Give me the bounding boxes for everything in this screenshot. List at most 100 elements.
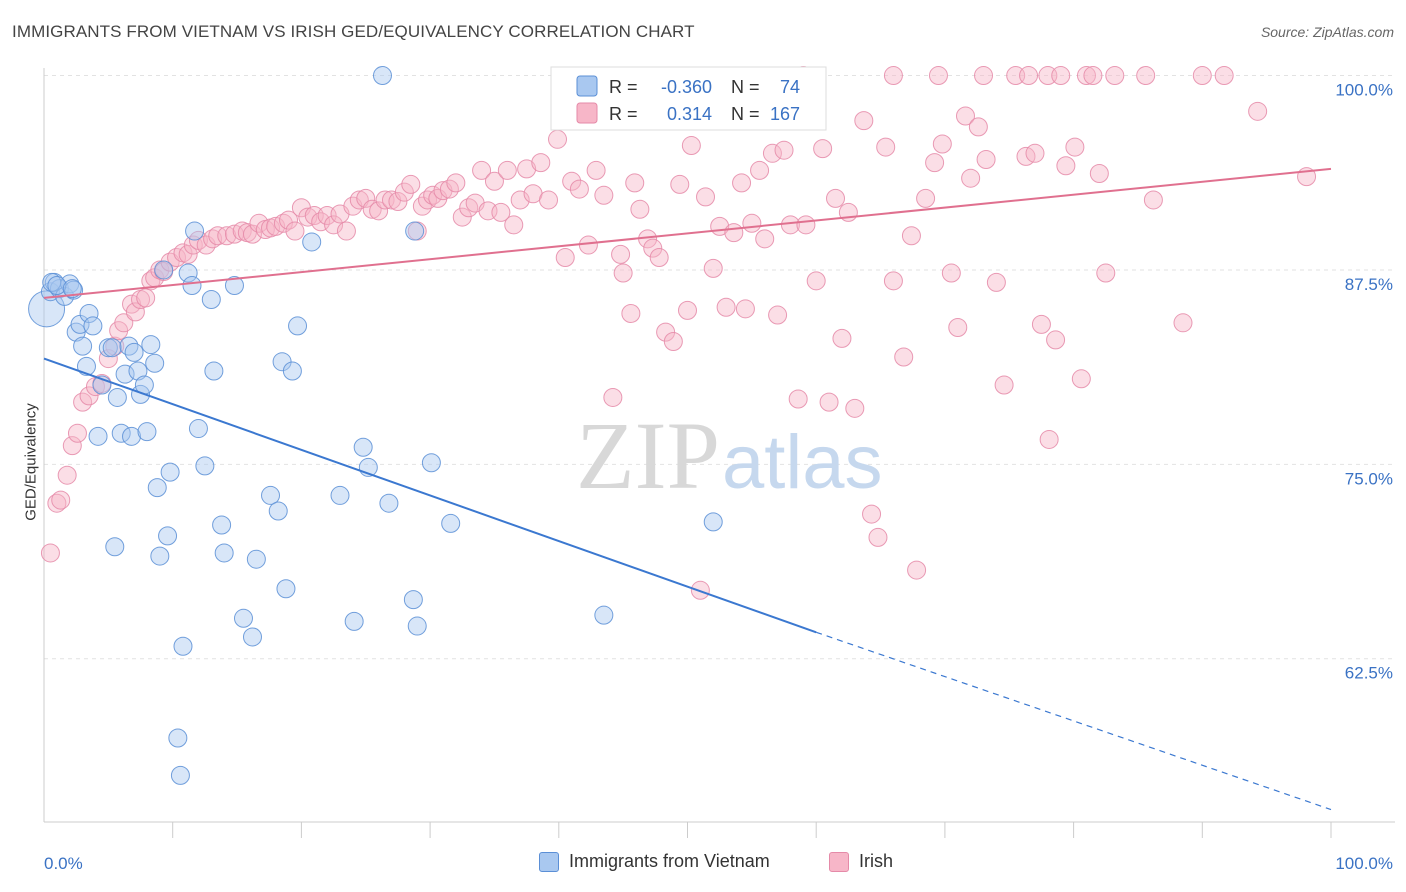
- vietnam-point: [403, 590, 423, 610]
- bottom-legend-swatch-vietnam: [539, 851, 559, 872]
- vietnam-point: [88, 426, 108, 446]
- irish-point: [279, 210, 299, 230]
- vietnam-point: [115, 364, 135, 384]
- irish-point: [876, 137, 896, 157]
- irish-point: [51, 490, 71, 510]
- vietnam-point: [141, 335, 161, 355]
- irish-point: [955, 106, 975, 126]
- irish-point: [114, 313, 134, 333]
- irish-point: [40, 543, 60, 563]
- irish-point: [79, 386, 99, 406]
- irish-point: [630, 199, 650, 219]
- irish-point: [484, 171, 504, 191]
- irish-point: [586, 160, 606, 180]
- vietnam-point: [182, 275, 202, 295]
- vietnam-point: [421, 453, 441, 473]
- vietnam-point: [28, 290, 66, 328]
- irish-point: [1025, 143, 1045, 163]
- bottom-legend-item-vietnam[interactable]: Immigrants from Vietnam: [539, 851, 770, 872]
- irish-point: [1006, 66, 1026, 86]
- legend-swatch-irish: [576, 102, 598, 124]
- irish-point: [1214, 66, 1234, 86]
- irish-point: [1031, 314, 1051, 334]
- irish-point: [649, 247, 669, 267]
- vietnam-point: [372, 66, 392, 86]
- vietnam-point: [145, 353, 165, 373]
- irish-point: [298, 207, 318, 227]
- irish-point: [976, 150, 996, 170]
- bottom-legend-item-irish[interactable]: Irish: [829, 851, 893, 872]
- vietnam-point: [405, 221, 425, 241]
- irish-point: [452, 207, 472, 227]
- irish-point: [862, 504, 882, 524]
- vietnam-point: [353, 437, 373, 457]
- vietnam-point: [147, 478, 167, 498]
- irish-point: [57, 465, 77, 485]
- legend-r-value-vietnam: -0.360: [661, 77, 712, 97]
- irish-point: [826, 188, 846, 208]
- vietnam-points: [28, 66, 723, 785]
- irish-point: [1071, 369, 1091, 389]
- y-tick-label: 87.5%: [1345, 275, 1393, 294]
- vietnam-point: [119, 336, 139, 356]
- legend-n-value-irish: 167: [770, 104, 800, 124]
- irish-point: [531, 153, 551, 173]
- irish-points: [40, 66, 1317, 600]
- irish-point: [932, 134, 952, 154]
- irish-point: [732, 173, 752, 193]
- vietnam-point: [150, 546, 170, 566]
- irish-point: [178, 244, 198, 264]
- irish-point: [663, 331, 683, 351]
- irish-point: [755, 229, 775, 249]
- legend-r-label-irish: R =: [609, 104, 638, 124]
- vietnam-point: [214, 543, 234, 563]
- irish-trend-line: [43, 167, 1332, 299]
- irish-point: [349, 190, 369, 210]
- watermark-atlas: atlas: [722, 420, 883, 505]
- vietnam-trend-line: [43, 357, 817, 634]
- irish-point: [762, 143, 782, 163]
- vietnam-point: [212, 515, 232, 535]
- y-tick-label: 62.5%: [1345, 664, 1393, 683]
- irish-point: [994, 375, 1014, 395]
- irish-point: [423, 185, 443, 205]
- irish-point: [62, 436, 82, 456]
- vietnam-point: [201, 289, 221, 309]
- vietnam-point: [282, 361, 302, 381]
- irish-point: [968, 117, 988, 137]
- irish-point: [1065, 137, 1085, 157]
- irish-point: [562, 171, 582, 191]
- vietnam-point: [168, 728, 188, 748]
- irish-point: [1038, 66, 1058, 86]
- y-tick-label: 75.0%: [1345, 469, 1393, 488]
- irish-point: [1039, 429, 1059, 449]
- irish-point: [724, 223, 744, 243]
- irish-point: [941, 263, 961, 283]
- irish-point: [806, 271, 826, 291]
- irish-point: [594, 185, 614, 205]
- irish-point: [491, 202, 511, 222]
- irish-point: [1076, 66, 1096, 86]
- vietnam-point: [107, 387, 127, 407]
- watermark-zip: ZIP: [576, 402, 720, 509]
- irish-point: [401, 174, 421, 194]
- irish-point: [517, 159, 537, 179]
- irish-point: [125, 302, 145, 322]
- vietnam-point: [160, 462, 180, 482]
- irish-point: [1046, 330, 1066, 350]
- irish-point: [832, 328, 852, 348]
- irish-point: [681, 136, 701, 156]
- vietnam-point: [276, 579, 296, 599]
- vietnam-point: [344, 611, 364, 631]
- irish-point: [678, 300, 697, 320]
- irish-point: [696, 187, 716, 207]
- trend-lines: [43, 167, 1332, 811]
- vietnam-point: [47, 275, 67, 295]
- irish-point: [986, 272, 1006, 292]
- irish-point: [735, 299, 755, 319]
- vietnam-point: [204, 361, 224, 381]
- irish-point: [336, 221, 356, 241]
- chart-title: IMMIGRANTS FROM VIETNAM VS IRISH GED/EQU…: [12, 22, 695, 41]
- irish-point: [621, 303, 641, 323]
- irish-point: [548, 129, 568, 149]
